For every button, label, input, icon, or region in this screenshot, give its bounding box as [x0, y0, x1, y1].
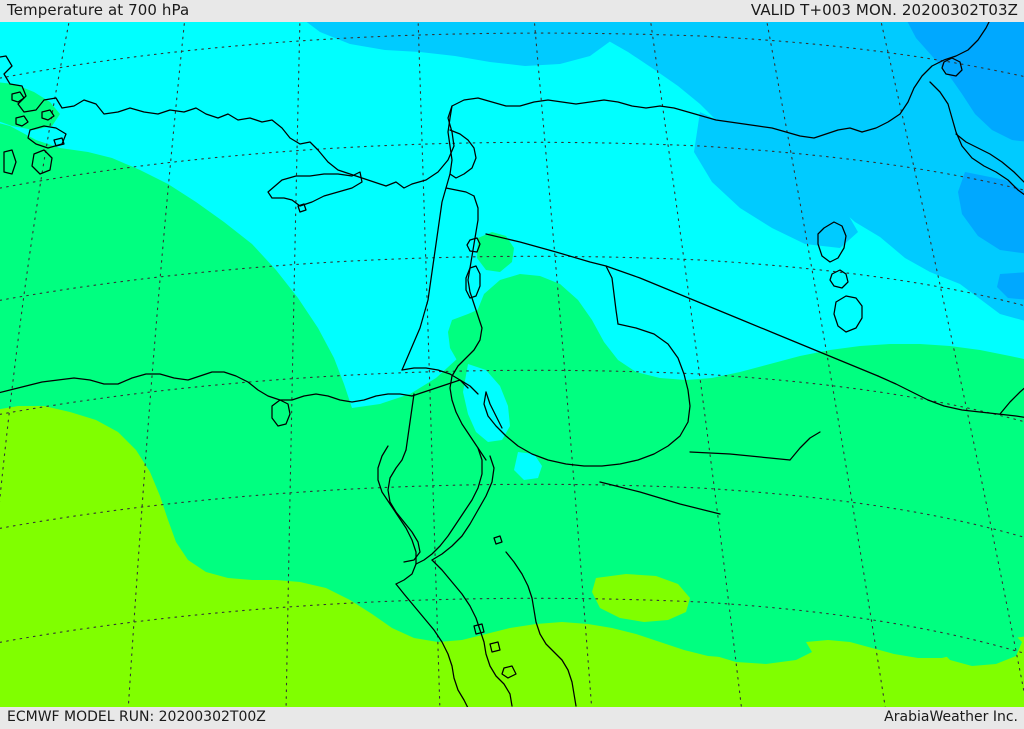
island-small-1: [11, 91, 25, 103]
band-deep-blue-lobe3: [997, 272, 1024, 300]
sinai-east-coast: [415, 447, 483, 565]
band-deep-blue-lobe2: [958, 172, 1024, 254]
band-chartreuse: [0, 406, 1024, 707]
page-title: Temperature at 700 hPa: [7, 1, 190, 19]
coast-levant: [401, 105, 453, 371]
border-saudi-east: [789, 431, 821, 461]
spring-green-aegean: [0, 82, 60, 130]
map-canvas[interactable]: [0, 22, 1024, 707]
border-israel-jordan: [449, 195, 487, 461]
island-redsea-1: [473, 623, 485, 635]
lake-nasser-delta: [271, 399, 291, 427]
spring-green-intrusion-se: [938, 628, 1022, 666]
gulf-of-suez-west: [377, 445, 417, 585]
coastlines-and-borders: [0, 22, 1024, 707]
red-sea-west-coast: [395, 583, 469, 707]
border-iraq-iran: [929, 81, 1024, 196]
island-rhodes: [31, 149, 53, 175]
band-spring-green-jordan: [477, 232, 514, 272]
island-redsea-2: [489, 641, 501, 653]
band-deep-blue: [907, 22, 1024, 142]
band-light-blue-lobe: [694, 112, 858, 248]
border-saudi-iraq: [877, 375, 1024, 418]
island-small-2: [15, 115, 29, 127]
spring-green-intrusion-se2: [716, 638, 812, 664]
red-sea-east-coast: [431, 559, 513, 707]
border-israel-lebanon: [445, 187, 475, 197]
coast-egypt-north: [0, 371, 413, 403]
temperature-contour-map: [0, 22, 1024, 707]
coast-aegean-turkey: [0, 55, 413, 189]
suez-canal: [405, 393, 415, 451]
border-syria-iraq: [605, 265, 879, 377]
dead-sea: [465, 265, 481, 299]
border-saudi-kuwait: [999, 387, 1024, 415]
header-bar: Temperature at 700 hPa VALID T+003 MON. …: [0, 0, 1024, 22]
border-egypt-sudan: [599, 481, 721, 515]
coast-sinai-north: [411, 379, 479, 397]
saudi-red-sea-coast: [505, 551, 577, 707]
border-turkey-iraq: [861, 22, 990, 133]
island-redsea-3: [501, 665, 517, 679]
lake-van: [941, 57, 963, 77]
border-syria-lebanon: [449, 129, 477, 179]
island-cyprus: [267, 171, 363, 213]
model-run-label: ECMWF MODEL RUN: 20200302T00Z: [7, 709, 266, 725]
cyan-intrusion-rift: [463, 364, 510, 442]
border-iran-east: [955, 133, 1024, 183]
sea-of-galilee: [466, 237, 481, 253]
band-chartreuse-arabia: [592, 574, 690, 622]
lake-razzaza: [829, 269, 849, 289]
island-tiran: [493, 535, 503, 545]
border-saudi-misc: [689, 451, 791, 461]
cyan-intrusion-aqaba: [514, 452, 542, 480]
island-samos: [53, 137, 65, 147]
border-jordan-saudi: [483, 323, 691, 467]
valid-time-label: VALID T+003 MON. 20200302T03Z: [750, 1, 1018, 19]
island-karpathos: [3, 149, 17, 175]
footer-bar: ECMWF MODEL RUN: 20200302T00Z ArabiaWeat…: [0, 707, 1024, 729]
band-spring-green-levant: [448, 308, 492, 366]
island-small-3: [41, 109, 55, 121]
border-jordan-israel-south: [485, 391, 503, 429]
band-spring-green: [0, 123, 1024, 707]
gulf-of-aqaba: [431, 455, 495, 561]
coast-turkey-south: [411, 97, 863, 185]
lake-tharthar: [817, 221, 847, 263]
attribution-label: ArabiaWeather Inc.: [884, 709, 1018, 725]
lake-habbaniyah: [833, 295, 863, 333]
